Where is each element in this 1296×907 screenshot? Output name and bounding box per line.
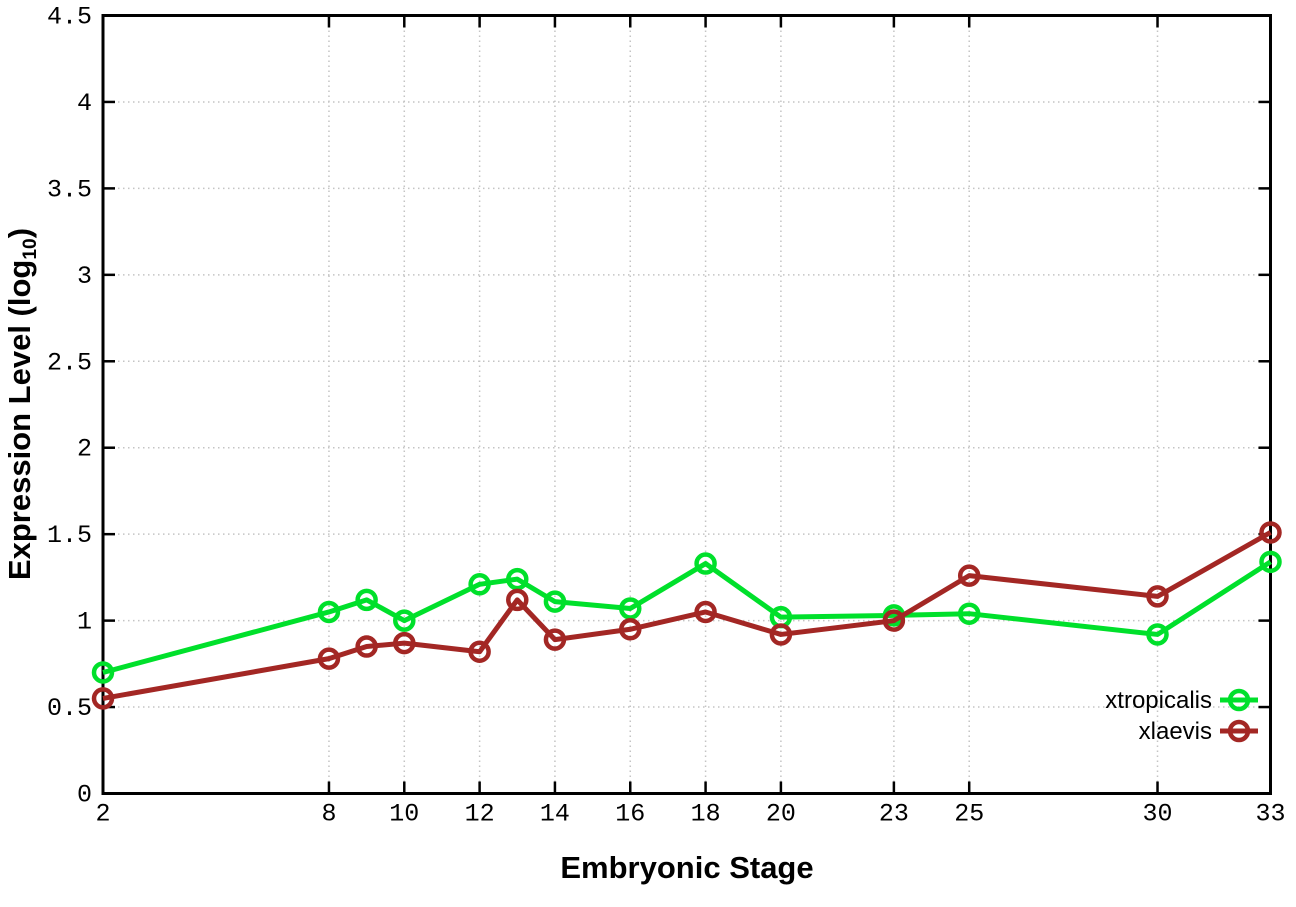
x-axis-title: Embryonic Stage	[560, 850, 814, 885]
x-tick-label: 33	[1255, 800, 1285, 829]
y-tick-label: 3	[77, 262, 92, 291]
data-point-marker-xlaevis	[619, 618, 642, 641]
y-axis-title-subscript: 10	[19, 238, 41, 260]
data-point-marker-xtropicalis	[1259, 550, 1282, 574]
y-tick-label: 0	[77, 781, 92, 810]
x-tick-label: 12	[465, 800, 495, 829]
y-tick-label: 1.5	[47, 521, 92, 550]
y-axis-title-close: )	[2, 227, 38, 239]
y-tick-label: 2	[77, 435, 92, 464]
data-point-marker-xtropicalis	[957, 602, 981, 625]
data-point-marker-xlaevis	[882, 609, 906, 632]
data-point-marker-xtropicalis	[543, 590, 567, 613]
y-tick-label: 2.5	[47, 348, 92, 377]
data-point-marker-xlaevis	[543, 628, 567, 651]
data-point-marker-xlaevis	[468, 640, 491, 663]
data-point-marker-xlaevis	[355, 635, 378, 658]
data-point-marker-xlaevis	[1146, 585, 1169, 608]
y-axis-title-main: Expression Level (log	[2, 259, 38, 581]
data-point-marker-xlaevis	[1259, 521, 1282, 544]
data-point-marker-xlaevis	[393, 631, 416, 655]
data-point-marker-xtropicalis	[468, 573, 491, 596]
data-point-marker-xlaevis	[769, 623, 793, 646]
plot-border	[101, 14, 1272, 795]
y-tick-label: 4.5	[47, 3, 92, 32]
series-line-xlaevis	[102, 530, 1272, 701]
x-tick-label: 18	[691, 800, 721, 829]
x-tick-label: 14	[540, 800, 570, 829]
data-point-marker-xtropicalis	[506, 567, 529, 591]
data-point-marker-xlaevis	[91, 687, 115, 710]
y-axis-title: Expression Level (log10)	[2, 228, 42, 580]
data-point-marker-xtropicalis	[91, 661, 115, 684]
data-point-marker-xlaevis	[506, 588, 529, 612]
x-tick-label: 30	[1143, 800, 1173, 829]
legend-sample-marker-xlaevis	[1227, 719, 1251, 743]
data-point-marker-xtropicalis	[619, 597, 642, 620]
y-tick-label: 1	[77, 608, 92, 637]
y-tick-label: 3.5	[47, 175, 92, 204]
x-tick-label: 8	[321, 800, 336, 829]
x-tick-label: 20	[766, 800, 796, 829]
y-tick-label: 0.5	[47, 694, 92, 723]
data-point-marker-xlaevis	[694, 600, 717, 624]
data-point-marker-xlaevis	[317, 647, 341, 670]
data-point-marker-xtropicalis	[694, 552, 717, 575]
y-tick-label: 4	[77, 89, 92, 118]
data-point-marker-xtropicalis	[355, 588, 378, 612]
x-tick-label: 25	[954, 800, 984, 829]
legend-label-xtropicalis: xtropicalis	[1105, 687, 1212, 714]
data-point-marker-xtropicalis	[317, 600, 341, 624]
x-tick-label: 2	[95, 800, 110, 829]
legend-sample-marker-xtropicalis	[1227, 688, 1251, 712]
x-tick-label: 10	[389, 800, 419, 829]
data-point-marker-xtropicalis	[393, 609, 416, 632]
legend-label-xlaevis: xlaevis	[1139, 718, 1212, 745]
x-tick-label: 16	[615, 800, 645, 829]
data-point-marker-xtropicalis	[1146, 623, 1169, 646]
x-tick-label: 23	[879, 800, 909, 829]
data-point-marker-xlaevis	[957, 564, 981, 587]
